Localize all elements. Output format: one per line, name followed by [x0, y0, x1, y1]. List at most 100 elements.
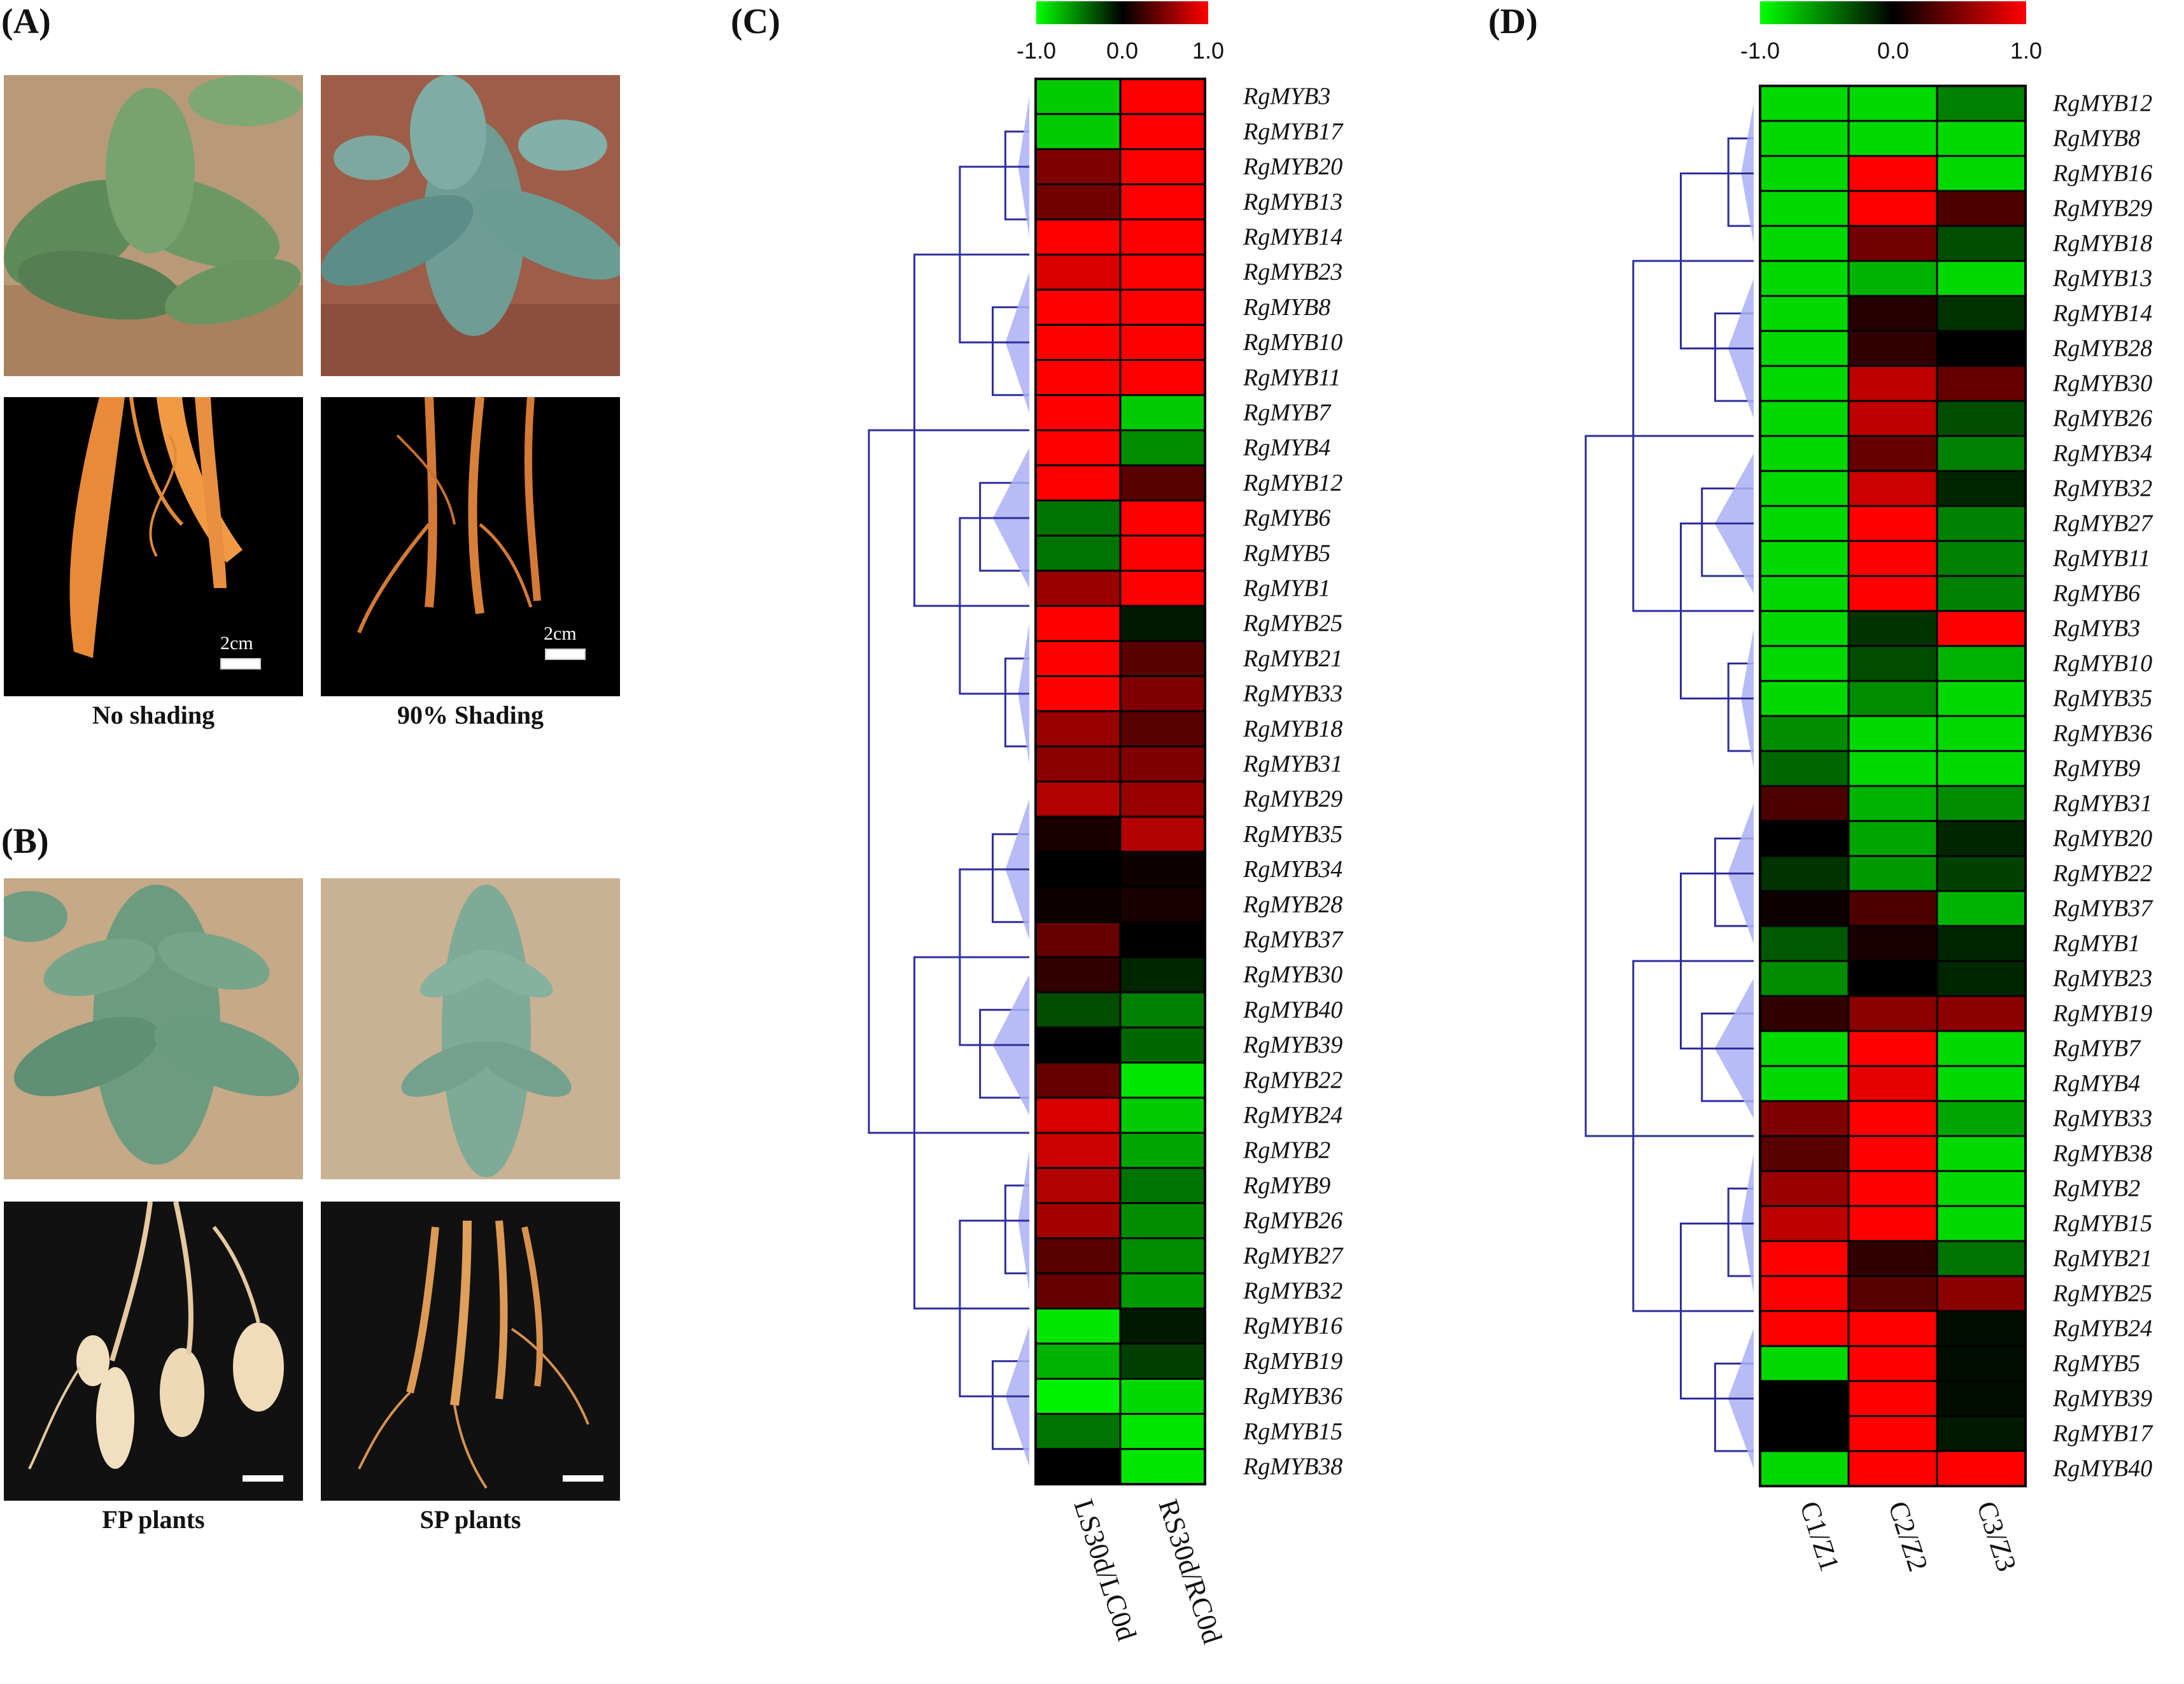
heatmap-cell: [1847, 1065, 1938, 1102]
scale-tick-label: 1.0: [2010, 38, 2042, 64]
heatmap-cell: [1759, 995, 1850, 1032]
heatmap-cell: [1936, 400, 2027, 437]
heatmap-cell: [1936, 1450, 2027, 1487]
heatmap-cell: [1936, 1100, 2027, 1137]
heatmap-cell: [1847, 575, 1938, 612]
row-label: RgMYB25: [2052, 1281, 2152, 1307]
heatmap-cell: [1847, 1100, 1938, 1137]
heatmap-cell: [1119, 148, 1206, 186]
heatmap-cell: [1936, 960, 2027, 997]
heatmap-cell: [1119, 1237, 1206, 1275]
heatmap-cell: [1936, 1415, 2027, 1452]
heatmap-cell: [1119, 1448, 1206, 1485]
row-label: RgMYB10: [1243, 329, 1342, 356]
heatmap-cell: [1936, 575, 2027, 612]
shading-root-photo: 2cm: [321, 397, 620, 696]
heatmap-cell: [1936, 890, 2027, 927]
heatmap-cell: [1119, 1202, 1206, 1240]
heatmap-cell: [1847, 435, 1938, 472]
row-label: RgMYB17: [2052, 1421, 2153, 1447]
row-label: RgMYB30: [1243, 962, 1342, 988]
dendrogram-branch: [1727, 1188, 1754, 1277]
heatmap-cell: [1119, 675, 1206, 713]
heatmap-cell: [1936, 1380, 2027, 1417]
heatmap-cell: [1119, 640, 1206, 677]
heatmap-cell: [1936, 925, 2027, 962]
heatmap-cell: [1119, 218, 1206, 256]
heatmap-cell: [1936, 785, 2027, 822]
heatmap-cell: [1034, 780, 1122, 818]
heatmap-cell: [1119, 394, 1206, 432]
heatmap-cell: [1847, 680, 1938, 717]
heatmap-cell: [1936, 330, 2027, 367]
heatmap-cell: [1119, 429, 1206, 467]
heatmap-cell: [1119, 956, 1206, 993]
row-label: RgMYB12: [1243, 470, 1342, 496]
row-label: RgMYB26: [2052, 405, 2152, 432]
row-label: RgMYB21: [2052, 1245, 2152, 1272]
heatmap-cell: [1034, 956, 1122, 993]
heatmap-cell: [1759, 540, 1850, 577]
heatmap-cell: [1034, 183, 1122, 221]
heatmap-cell: [1936, 1135, 2027, 1172]
heatmap-cell: [1936, 610, 2027, 647]
heatmap-cell: [1759, 190, 1850, 227]
heatmap-cell: [1759, 225, 1850, 262]
heatmap-cell: [1847, 225, 1938, 262]
row-label: RgMYB3: [1243, 83, 1330, 110]
heatmap-cell: [1936, 1170, 2027, 1207]
heatmap-cell: [1759, 925, 1850, 962]
heatmap-cell: [1847, 365, 1938, 402]
fp-scale-bar: [243, 1475, 283, 1482]
heatmap-cell: [1936, 120, 2027, 157]
heatmap-cell: [1759, 1415, 1850, 1452]
dendrogram-branch: [1701, 1013, 1754, 1102]
row-label: RgMYB22: [2052, 860, 2152, 887]
row-label: RgMYB38: [2052, 1140, 2152, 1167]
heatmap-cell: [1034, 675, 1122, 713]
heatmap-cell: [1936, 715, 2027, 752]
row-label: RgMYB39: [2052, 1386, 2152, 1412]
heatmap-cell: [1119, 464, 1206, 502]
row-label: RgMYB33: [2052, 1105, 2152, 1132]
heatmap-cell: [1759, 610, 1850, 647]
heatmap-cell: [1847, 295, 1938, 332]
row-label: RgMYB13: [1243, 188, 1342, 215]
row-label: RgMYB38: [1243, 1454, 1342, 1480]
heatmap-cell: [1847, 1205, 1938, 1242]
heatmap-cell: [1847, 1380, 1938, 1417]
dendrogram-branch: [992, 1360, 1029, 1450]
heatmap-cell: [1119, 886, 1206, 923]
heatmap-cell: [1936, 225, 2027, 262]
heatmap-cell: [1847, 1135, 1938, 1172]
heatmap-cell: [1936, 855, 2027, 892]
heatmap-cell: [1759, 1065, 1850, 1102]
heatmap-cell: [1847, 1415, 1938, 1452]
heatmap-cell: [1847, 715, 1938, 752]
row-label: RgMYB24: [1243, 1102, 1342, 1129]
heatmap-cell: [1034, 218, 1122, 256]
heatmap-cell: [1759, 1030, 1850, 1067]
heatmap-cell: [1034, 1062, 1122, 1099]
row-label: RgMYB16: [1243, 1313, 1342, 1340]
heatmap-cell: [1936, 1030, 2027, 1067]
heatmap-cell: [1847, 1310, 1938, 1347]
heatmap-cell: [1759, 1100, 1850, 1137]
heatmap-cell: [1119, 78, 1206, 115]
heatmap-cell: [1034, 78, 1122, 115]
dendrogram-branch: [1584, 435, 1754, 1137]
row-label: RgMYB1: [2052, 930, 2140, 957]
heatmap-cell: [1759, 1205, 1850, 1242]
heatmap-cell: [1119, 745, 1206, 783]
heatmap-cell: [1119, 1377, 1206, 1415]
row-label: RgMYB11: [1243, 364, 1341, 391]
row-label: RgMYB13: [2052, 265, 2152, 292]
heatmap-cell: [1936, 260, 2027, 297]
heatmap-cell: [1119, 535, 1206, 572]
fp-root-photo: [4, 1202, 303, 1501]
row-label: RgMYB39: [1243, 1032, 1342, 1058]
heatmap-c: -1.0 0.0 1.0 RgMYB3 RgMYB17 RgMYB20 RgMYB13 RgM…: [868, 1, 1344, 1647]
heatmap-cell: [1119, 1132, 1206, 1169]
row-label: RgMYB7: [1243, 400, 1332, 426]
heatmap-cell: [1034, 499, 1122, 537]
